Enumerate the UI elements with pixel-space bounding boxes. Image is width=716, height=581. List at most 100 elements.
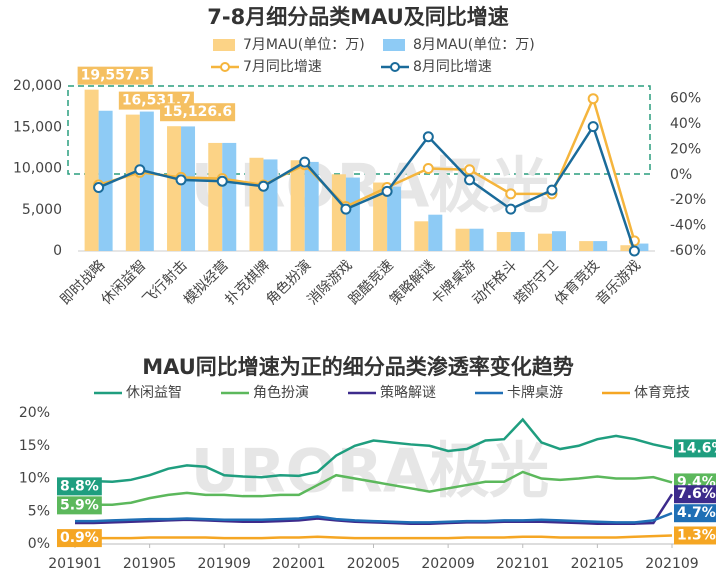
bar [208,142,223,251]
y2-tick-label: 20% [670,141,701,157]
data-label-bg [77,66,153,85]
bar [593,241,608,251]
data-label-text: 15,126.6 [163,104,232,120]
data-label-text: 19,557.5 [81,68,150,84]
line [74,417,673,488]
bar [387,186,402,251]
legend-label: 卡牌桌游 [507,384,563,401]
x-tick-label: 202101 [496,556,549,572]
x-tick-label: 消除游戏 [305,257,356,308]
data-label-bg [674,485,716,504]
line-marker [299,156,311,168]
line-marker [340,203,352,215]
x-tick-label: 模拟经营 [181,257,232,308]
data-label: 15,126.6 [160,103,236,122]
bar [167,126,182,251]
bar [304,161,319,251]
bar [510,232,525,251]
line-marker [587,121,599,133]
line-marker [381,185,393,197]
y-tick-label: 0% [28,536,50,552]
highlight-box [67,85,651,175]
line-marker [464,174,476,186]
legend-label: 策略解谜 [380,384,436,401]
watermark: URORA极光 [191,437,550,507]
x-tick-label: 201909 [198,556,251,572]
legend-label: 8月MAU(单位：万) [413,37,535,53]
data-label-text: 7.6% [677,486,716,502]
x-tick-label: 角色扮演 [263,257,315,309]
y2-tick-label: 60% [670,91,701,107]
y2-tick-label: 0% [670,167,692,183]
y-tick-label: 20,000 [13,78,62,94]
x-tick-label: 动作格斗 [469,257,520,308]
data-label-bg [57,529,102,548]
line-marker [175,174,187,186]
line-marker [628,245,640,257]
legend-swatch [213,39,235,51]
bar [139,111,154,251]
y2-tick-label: 40% [670,116,701,132]
bar [620,245,635,251]
x-tick-label: 体育竞技 [551,257,603,309]
line [75,512,673,524]
line [98,123,636,252]
watermark: URORA极光 [191,152,550,222]
x-tick-label: 201901 [48,556,101,572]
x-tick-label: 飞行射击 [140,257,191,308]
bar [125,114,140,252]
bar [331,174,346,251]
y-tick-label: 0 [53,243,62,259]
bar [579,241,594,251]
bar [249,157,264,251]
data-label-text: 1.3% [677,527,716,543]
y-tick-label: 10% [19,471,50,487]
x-tick-label: 扑克棋牌 [222,257,274,309]
y-tick-label: 15% [19,438,50,454]
y2-tick-label: -60% [670,243,706,259]
data-label: 4.7% [674,504,716,523]
data-label-bg [160,103,236,122]
data-label-bg [674,526,716,545]
chart-title: 7-8月细分品类MAU及同比增速 [207,5,509,29]
data-label: 8.8% [57,477,102,496]
bar [222,142,237,251]
data-label: 7.6% [674,485,716,504]
data-label: 0.9% [57,529,102,548]
y2-tick-label: -40% [670,218,706,234]
line-marker [464,164,476,176]
data-label-bg [674,504,716,523]
bar [469,228,484,251]
legend-label: 休闲益智 [126,385,182,401]
legend-swatch [383,39,405,51]
line-marker [422,131,434,143]
x-tick-label: 202009 [421,556,474,572]
legend-label: 7月同比增速 [243,59,322,75]
x-tick-label: 卡牌桌游 [428,257,480,309]
data-label-text: 8.8% [60,478,99,494]
line-marker [546,184,558,196]
y-tick-label: 10,000 [13,161,62,177]
line [75,493,674,525]
data-label-text: 0.9% [60,530,99,546]
data-label: 5.9% [57,496,102,515]
y-tick-label: 15,000 [13,119,62,135]
y-tick-label: 5% [28,503,50,519]
data-label-bg [57,496,102,515]
x-tick-label: 音乐游戏 [592,257,644,309]
legend-label: 角色扮演 [253,384,309,401]
y2-tick-label: -20% [670,192,706,208]
bar [634,243,649,251]
bar [496,232,511,251]
x-tick-label: 202105 [571,556,624,572]
x-tick-label: 策略解谜 [386,257,438,309]
line-marker [587,93,599,105]
line-marker [257,180,269,192]
y-tick-label: 5,000 [22,202,62,218]
legend-marker [390,62,400,72]
bar [414,221,429,251]
x-tick-label: 202005 [347,556,400,572]
data-label-text: 14.6% [677,440,716,456]
chart-title: MAU同比增速为正的细分品类渗透率变化趋势 [142,355,574,379]
bar [551,231,566,251]
